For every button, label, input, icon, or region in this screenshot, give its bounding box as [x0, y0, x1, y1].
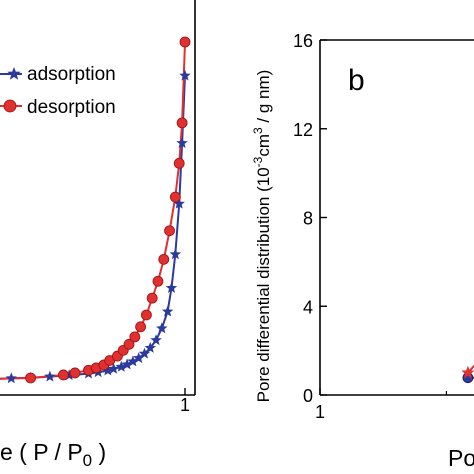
- data-point-desorption: [69, 367, 81, 379]
- data-point-desorption: [58, 369, 69, 381]
- panel-a-x-axis-label: e ( P / P0 ): [0, 439, 106, 470]
- data-point-desorption: [176, 117, 188, 129]
- legend-marker-adsorption: [7, 67, 21, 80]
- data-point-desorption: [158, 253, 170, 265]
- panel-b-y-tick-label: 4: [303, 297, 313, 317]
- panel-b-label: b: [348, 64, 365, 97]
- data-point-desorption: [129, 331, 141, 343]
- panel-b-series: [461, 364, 474, 384]
- data-point-adsorption: [173, 197, 185, 209]
- panel-a-legend: adsorption desorption: [0, 64, 116, 118]
- data-point-adsorption: [138, 347, 151, 359]
- data-point-adsorption: [133, 352, 145, 363]
- data-point-adsorption: [179, 69, 191, 81]
- data-point-adsorption: [115, 360, 127, 372]
- panel-b-y-tick-label: 8: [303, 209, 313, 229]
- data-point-desorption: [173, 157, 185, 169]
- data-point-desorption: [25, 372, 37, 384]
- series-line-adsorption: [0, 75, 186, 380]
- panel-b-series-line-1: [467, 364, 474, 374]
- data-point-adsorption: [102, 364, 114, 376]
- data-point-adsorption: [156, 322, 168, 334]
- panel-b-y-axis-label: Pore differential distribution (10-3cm3 …: [251, 70, 273, 403]
- panel-b-y-axis-label-sup1: -3: [251, 156, 265, 167]
- panel-b-data-point-1: [461, 365, 474, 379]
- panel-a-axes: [0, 0, 196, 396]
- data-point-adsorption: [107, 362, 120, 374]
- panel-a-x-axis-label-close: ): [92, 439, 106, 465]
- data-point-adsorption: [5, 372, 17, 384]
- data-point-desorption: [135, 321, 147, 333]
- panel-b-y-axis-label-end: / g nm): [254, 70, 273, 128]
- data-point-desorption: [146, 292, 158, 304]
- data-point-desorption: [140, 309, 152, 321]
- data-point-adsorption: [63, 369, 75, 381]
- panel-b-axes: [319, 39, 474, 396]
- panel-b-y-axis-label-mid: cm: [254, 134, 273, 157]
- panel-b-y-tick-label: 12: [293, 120, 313, 140]
- data-point-desorption: [152, 275, 164, 287]
- panel-b-y-tick-label: 0: [303, 386, 313, 406]
- data-point-desorption: [123, 338, 135, 350]
- data-point-adsorption: [127, 355, 139, 367]
- data-point-desorption: [169, 191, 181, 203]
- data-point-adsorption: [161, 305, 174, 317]
- legend-label-adsorption: adsorption: [27, 64, 116, 85]
- panel-b: 0 4 8 12 16 1 b Pore differential distributi…: [251, 31, 474, 471]
- data-point-adsorption: [165, 282, 178, 293]
- panel-a-x-tick-label: 1: [180, 395, 190, 415]
- data-point-adsorption: [150, 334, 162, 346]
- panel-a-series: [0, 36, 191, 384]
- data-point-adsorption: [44, 370, 56, 382]
- data-point-adsorption: [144, 342, 156, 353]
- legend-label-desorption: desorption: [27, 97, 116, 118]
- data-point-desorption: [164, 225, 175, 237]
- panel-b-y-tick-label: 16: [293, 31, 313, 51]
- panel-b-x-tick-label: 1: [315, 402, 325, 422]
- panel-a-x-axis-label-subscript: 0: [83, 451, 92, 470]
- legend-marker-desorption: [3, 99, 17, 113]
- series-line-desorption: [0, 41, 186, 380]
- data-point-adsorption: [169, 248, 182, 260]
- panel-b-y-axis-label-sup2: 3: [251, 127, 265, 134]
- panel-a: adsorption desorption 1 e ( P / P0 ): [0, 0, 196, 470]
- panel-b-y-tick-labels: 0 4 8 12 16: [293, 31, 313, 406]
- data-point-desorption: [179, 36, 191, 48]
- data-point-adsorption: [176, 137, 188, 148]
- panel-b-x-axis-label: Po: [448, 445, 474, 471]
- data-point-adsorption: [121, 358, 133, 370]
- panel-a-x-axis-label-main: e ( P / P: [0, 439, 83, 465]
- panel-b-y-axis-label-main: Pore differential distribution (10: [254, 167, 273, 402]
